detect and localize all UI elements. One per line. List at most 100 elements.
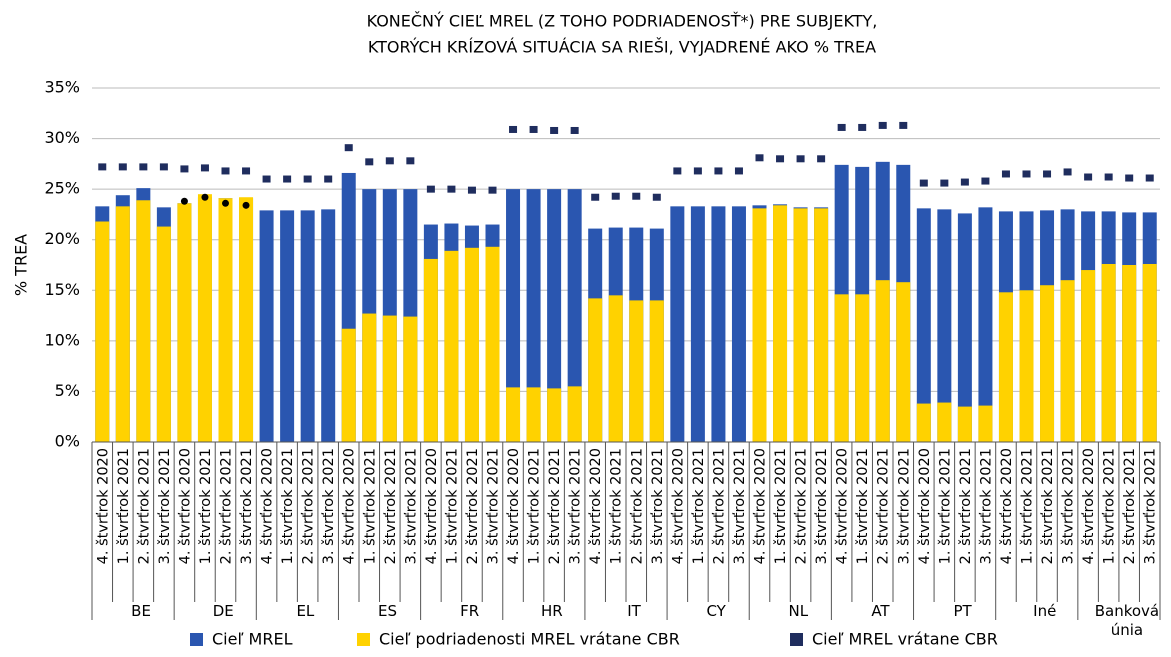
- x-tick-label: 1. štvrťrok 2021: [116, 448, 132, 564]
- bar: [875, 280, 890, 442]
- bar: [1040, 285, 1055, 442]
- x-tick-label: 4. štvrťrok 2020: [424, 448, 440, 564]
- bar: [136, 200, 151, 442]
- y-axis-label: % TREA: [12, 234, 31, 296]
- marker-square: [242, 167, 251, 175]
- x-tick-label: 4. štvrťrok 2020: [999, 448, 1015, 564]
- x-tick-label: 3. štvrťrok 2021: [978, 448, 994, 564]
- y-tick-label: 10%: [44, 330, 80, 349]
- bar: [629, 300, 644, 442]
- x-tick-label: 4. štvrťrok 2020: [506, 448, 522, 564]
- marker-square: [303, 175, 312, 183]
- x-tick-label: 4. štvrťrok 2020: [342, 448, 358, 564]
- marker-square: [652, 193, 661, 201]
- bar: [834, 294, 849, 442]
- bar: [957, 406, 972, 442]
- x-tick-label: 3. štvrťrok 2021: [896, 448, 912, 564]
- x-tick-label: 3. štvrťrok 2021: [403, 448, 419, 564]
- y-tick-label: 0%: [55, 432, 80, 451]
- marker-square: [796, 155, 805, 163]
- marker-square: [632, 192, 641, 200]
- bar: [896, 282, 911, 442]
- bar: [362, 313, 377, 442]
- bar: [382, 315, 397, 442]
- y-tick-label: 20%: [44, 229, 80, 248]
- marker-square: [1125, 174, 1134, 182]
- group-label: AT: [871, 602, 890, 620]
- marker-square: [1063, 168, 1072, 176]
- bar: [547, 189, 562, 442]
- marker-square: [529, 125, 538, 133]
- marker-square: [817, 155, 826, 163]
- bar: [547, 388, 562, 442]
- x-tick-label: 1. štvrťrok 2021: [198, 448, 214, 564]
- marker-square: [878, 121, 887, 129]
- x-tick-label: 3. štvrťrok 2021: [568, 448, 584, 564]
- marker-square: [467, 186, 476, 194]
- x-tick-label: 2. štvrťrok 2021: [301, 448, 317, 564]
- y-tick-label: 30%: [44, 128, 80, 147]
- bar: [1142, 263, 1157, 442]
- bar: [280, 210, 295, 442]
- chart-title: KTORÝCH KRÍZOVÁ SITUÁCIA SA RIEŠI, VYJAD…: [368, 38, 876, 57]
- x-tick-label: 2. štvrťrok 2021: [219, 448, 235, 564]
- marker-square: [714, 167, 723, 175]
- x-tick-label: 3. štvrťrok 2021: [650, 448, 666, 564]
- bar: [978, 207, 993, 442]
- marker-square: [262, 175, 271, 183]
- bar: [526, 387, 541, 442]
- marker-square: [981, 177, 990, 185]
- bar: [567, 386, 582, 442]
- bar: [649, 300, 664, 442]
- marker-square: [509, 125, 518, 133]
- bar: [177, 203, 192, 442]
- marker-square: [200, 164, 209, 172]
- marker-square: [919, 179, 928, 187]
- marker-square: [776, 155, 785, 163]
- bar: [855, 294, 870, 442]
- marker-dot: [180, 197, 188, 205]
- x-tick-label: 1. štvrťrok 2021: [1020, 448, 1036, 564]
- marker-square: [159, 163, 168, 171]
- marker-square: [488, 186, 497, 194]
- bar: [690, 206, 705, 442]
- bar: [916, 403, 931, 442]
- bar: [95, 221, 110, 442]
- bar: [506, 387, 521, 442]
- x-tick-label: 2. štvrťrok 2021: [383, 448, 399, 564]
- bar: [567, 189, 582, 442]
- x-tick-label: 4. štvrťrok 2020: [588, 448, 604, 564]
- legend-label: Cieľ MREL vrátane CBR: [812, 630, 998, 649]
- bar: [998, 292, 1013, 442]
- x-tick-label: 1. štvrťrok 2021: [937, 448, 953, 564]
- bar: [670, 206, 685, 442]
- legend-swatch: [190, 633, 203, 646]
- bar: [937, 402, 952, 442]
- group-label: NL: [788, 602, 809, 620]
- group-label: BE: [131, 602, 151, 620]
- x-tick-label: 3. štvrťrok 2021: [486, 448, 502, 564]
- marker-square: [1043, 170, 1052, 178]
- x-tick-label: 3. štvrťrok 2021: [157, 448, 173, 564]
- x-tick-label: 4. štvrťrok 2020: [753, 448, 769, 564]
- bar: [464, 247, 479, 442]
- bar: [321, 209, 336, 442]
- bar: [218, 198, 233, 442]
- group-label: HR: [540, 602, 563, 620]
- marker-square: [673, 167, 682, 175]
- marker-square: [734, 167, 743, 175]
- bar: [711, 206, 726, 442]
- x-tick-label: 4. štvrťrok 2020: [177, 448, 193, 564]
- bar: [197, 194, 212, 442]
- marker-square: [899, 121, 908, 129]
- group-label: Banková únia: [1094, 602, 1160, 639]
- marker-square: [1001, 170, 1010, 178]
- x-tick-label: 1. štvrťrok 2021: [855, 448, 871, 564]
- marker-square: [1145, 174, 1154, 182]
- bar: [1081, 270, 1096, 442]
- x-tick-label: 2. štvrťrok 2021: [465, 448, 481, 564]
- group-label: DE: [212, 602, 234, 620]
- group-label: ES: [378, 602, 398, 620]
